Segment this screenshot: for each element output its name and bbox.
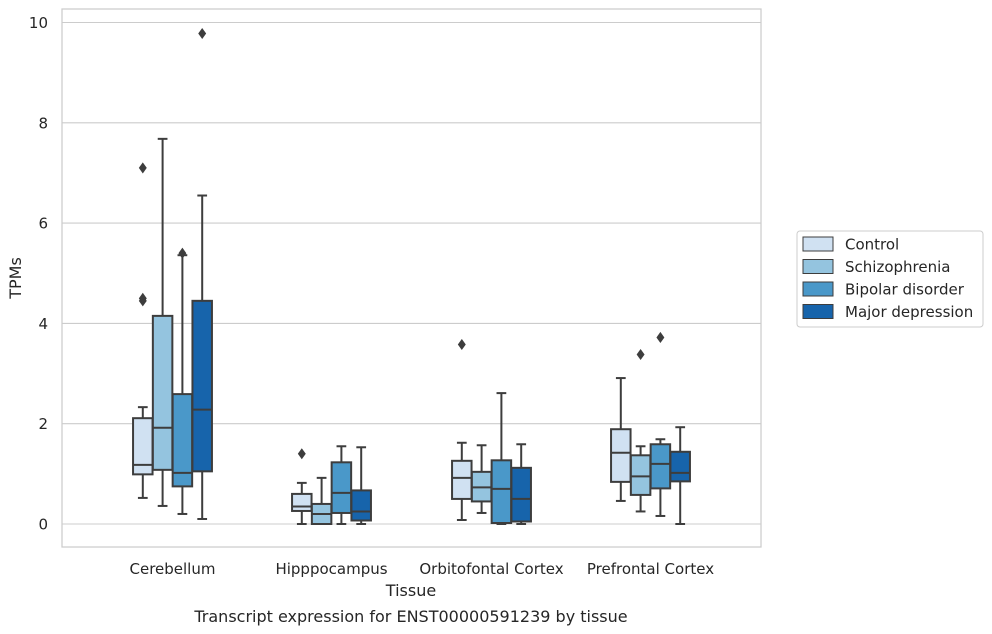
legend-swatch bbox=[802, 259, 834, 274]
y-tick-label: 6 bbox=[38, 215, 48, 233]
box-0-0 bbox=[132, 162, 154, 499]
box-2-1 bbox=[330, 445, 353, 525]
outlier-point bbox=[178, 247, 187, 259]
box-1-0 bbox=[151, 137, 174, 507]
iqr-box bbox=[330, 461, 353, 514]
legend-label: Major depression bbox=[845, 303, 973, 321]
y-tick-label: 8 bbox=[38, 114, 48, 132]
x-tick-label: Prefrontal Cortex bbox=[587, 560, 714, 578]
legend-frame bbox=[796, 230, 984, 328]
legend-label: Control bbox=[845, 236, 899, 254]
box-1-2 bbox=[470, 444, 493, 514]
outlier-point bbox=[138, 292, 147, 304]
legend-swatch bbox=[802, 304, 834, 319]
box-3-1 bbox=[350, 446, 372, 525]
iqr-box bbox=[350, 489, 372, 522]
box-1-3 bbox=[629, 348, 652, 513]
axes-frame bbox=[61, 8, 762, 548]
iqr-box bbox=[490, 459, 513, 524]
outlier-point bbox=[656, 331, 665, 343]
outlier-point bbox=[636, 348, 645, 361]
box-2-2 bbox=[490, 392, 513, 525]
legend-label: Bipolar disorder bbox=[845, 281, 965, 299]
outlier-point bbox=[457, 338, 466, 350]
iqr-box bbox=[451, 459, 473, 500]
box-3-3 bbox=[669, 426, 691, 525]
plot-area bbox=[132, 28, 691, 526]
x-tick-label: Orbitofontal Cortex bbox=[419, 560, 563, 578]
legend-swatch bbox=[802, 281, 834, 297]
box-0-3 bbox=[610, 377, 632, 502]
legend-swatch bbox=[802, 236, 834, 252]
iqr-box bbox=[132, 417, 154, 476]
y-tick-label: 10 bbox=[29, 14, 48, 32]
iqr-box bbox=[610, 428, 632, 483]
iqr-box bbox=[151, 314, 174, 471]
iqr-box bbox=[669, 450, 691, 483]
box-0-2 bbox=[451, 338, 473, 521]
box-0-1 bbox=[291, 448, 313, 525]
y-axis-label: TPMs bbox=[6, 257, 25, 300]
box-3-0 bbox=[191, 28, 213, 520]
outlier-point bbox=[297, 448, 306, 460]
x-axis-label: Tissue bbox=[385, 581, 436, 600]
y-tick-label: 2 bbox=[38, 415, 48, 433]
legend-items: Control Schizophrenia Bipolar disorder Majo… bbox=[802, 236, 973, 321]
iqr-box bbox=[191, 299, 213, 473]
iqr-box bbox=[649, 443, 672, 490]
figure-caption: Transcript expression for ENST0000059123… bbox=[193, 607, 627, 626]
iqr-box bbox=[510, 466, 532, 523]
y-tick-label: 4 bbox=[38, 315, 48, 333]
y-tick-label: 0 bbox=[38, 516, 48, 534]
outlier-point bbox=[138, 162, 147, 174]
box-2-0 bbox=[171, 247, 194, 515]
outlier-point bbox=[198, 28, 207, 40]
legend: Control Schizophrenia Bipolar disorder Majo… bbox=[796, 230, 984, 328]
legend-label: Schizophrenia bbox=[845, 258, 950, 276]
iqr-box bbox=[291, 492, 313, 512]
x-tick-label: Cerebellum bbox=[130, 560, 216, 578]
box-3-2 bbox=[510, 443, 532, 525]
box-1-1 bbox=[310, 476, 333, 526]
y-tick-labels: 0 2 4 6 8 10 bbox=[29, 14, 48, 534]
iqr-box bbox=[629, 454, 652, 496]
x-tick-labels: Cerebellum Hipppocampus Orbitofontal Corte… bbox=[130, 560, 715, 578]
x-tick-label: Hipppocampus bbox=[275, 560, 387, 578]
